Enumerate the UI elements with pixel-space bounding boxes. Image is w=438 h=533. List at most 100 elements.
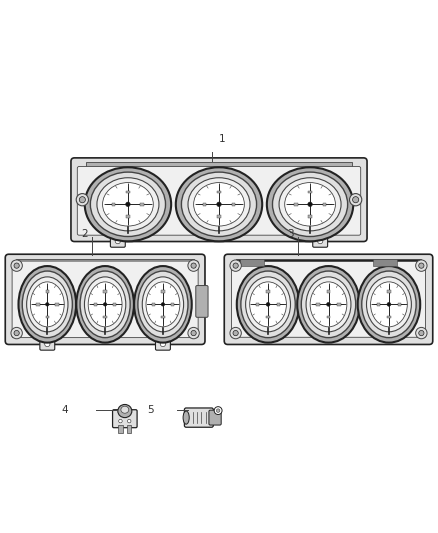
FancyBboxPatch shape: [155, 338, 170, 350]
Bar: [316, 303, 320, 305]
FancyBboxPatch shape: [313, 235, 328, 247]
Bar: [217, 191, 221, 193]
FancyBboxPatch shape: [71, 158, 367, 241]
Ellipse shape: [121, 406, 129, 413]
Ellipse shape: [18, 266, 76, 343]
Bar: [86, 163, 352, 172]
FancyBboxPatch shape: [184, 408, 213, 427]
Ellipse shape: [297, 266, 360, 343]
Circle shape: [327, 302, 330, 306]
Circle shape: [419, 263, 424, 268]
FancyBboxPatch shape: [224, 254, 433, 344]
Ellipse shape: [188, 177, 250, 231]
Ellipse shape: [279, 177, 341, 231]
Ellipse shape: [90, 172, 166, 237]
Bar: [373, 260, 397, 265]
Circle shape: [419, 330, 424, 336]
Bar: [308, 215, 312, 218]
Circle shape: [119, 419, 122, 423]
FancyBboxPatch shape: [40, 338, 55, 350]
Ellipse shape: [285, 183, 336, 226]
Text: 5: 5: [147, 405, 153, 415]
Ellipse shape: [85, 277, 126, 332]
Circle shape: [387, 302, 391, 306]
Bar: [266, 316, 270, 318]
Ellipse shape: [22, 271, 72, 337]
Ellipse shape: [181, 172, 257, 237]
Bar: [308, 191, 312, 193]
Bar: [256, 303, 259, 305]
Circle shape: [308, 202, 312, 207]
Text: 2: 2: [81, 229, 88, 239]
Bar: [266, 290, 270, 293]
Bar: [17, 259, 194, 268]
Bar: [46, 290, 49, 293]
Circle shape: [318, 238, 323, 244]
Ellipse shape: [250, 282, 286, 327]
Circle shape: [217, 202, 221, 207]
Circle shape: [233, 330, 238, 336]
Circle shape: [214, 407, 222, 415]
Circle shape: [350, 193, 362, 206]
Bar: [203, 203, 206, 206]
Ellipse shape: [97, 177, 159, 231]
Bar: [94, 303, 97, 305]
Ellipse shape: [237, 266, 299, 343]
FancyBboxPatch shape: [209, 410, 221, 425]
Circle shape: [79, 197, 85, 203]
Bar: [337, 303, 341, 305]
Bar: [46, 316, 49, 318]
Ellipse shape: [30, 282, 64, 327]
Bar: [327, 316, 330, 318]
Bar: [118, 425, 123, 432]
Ellipse shape: [358, 266, 420, 343]
FancyBboxPatch shape: [12, 261, 198, 337]
Circle shape: [76, 193, 88, 206]
Ellipse shape: [102, 183, 153, 226]
Text: 3: 3: [287, 229, 293, 239]
Circle shape: [230, 327, 241, 339]
Ellipse shape: [246, 277, 290, 332]
Circle shape: [233, 263, 238, 268]
Circle shape: [191, 263, 196, 268]
Circle shape: [115, 238, 120, 244]
Bar: [240, 260, 264, 265]
Bar: [152, 303, 155, 305]
Circle shape: [127, 419, 131, 423]
Ellipse shape: [80, 271, 130, 337]
Circle shape: [45, 342, 50, 346]
Circle shape: [14, 330, 19, 336]
Bar: [55, 303, 59, 305]
FancyBboxPatch shape: [113, 410, 137, 427]
Circle shape: [191, 330, 196, 336]
Ellipse shape: [27, 277, 68, 332]
Circle shape: [266, 302, 270, 306]
Circle shape: [416, 327, 427, 339]
Ellipse shape: [76, 266, 134, 343]
FancyBboxPatch shape: [5, 254, 205, 344]
FancyBboxPatch shape: [231, 261, 426, 337]
Ellipse shape: [371, 282, 407, 327]
Bar: [277, 303, 280, 305]
Bar: [113, 303, 117, 305]
Bar: [161, 290, 165, 293]
Circle shape: [14, 263, 19, 268]
Bar: [161, 316, 165, 318]
Bar: [387, 290, 391, 293]
Ellipse shape: [301, 271, 356, 337]
FancyBboxPatch shape: [196, 286, 208, 317]
Ellipse shape: [362, 271, 416, 337]
Ellipse shape: [85, 167, 171, 241]
Bar: [141, 203, 144, 206]
Circle shape: [11, 260, 22, 271]
Text: 4: 4: [61, 405, 68, 415]
Text: 1: 1: [219, 134, 226, 144]
Bar: [127, 425, 131, 432]
FancyBboxPatch shape: [77, 166, 360, 235]
Circle shape: [11, 327, 22, 339]
Ellipse shape: [310, 282, 347, 327]
Circle shape: [230, 260, 241, 271]
Ellipse shape: [138, 271, 188, 337]
Ellipse shape: [272, 172, 348, 237]
Ellipse shape: [306, 277, 351, 332]
